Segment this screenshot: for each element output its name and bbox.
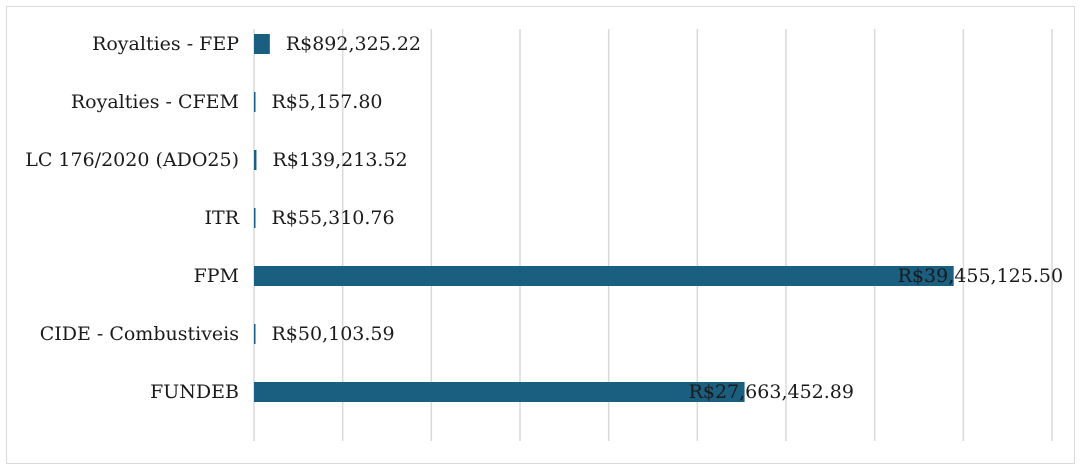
bars — [254, 34, 954, 402]
bar-0 — [254, 34, 270, 54]
category-label-2: LC 176/2020 (ADO25) — [25, 149, 239, 171]
category-labels: Royalties - FEP Royalties - CFEM LC 176/20… — [25, 33, 239, 403]
data-label-1: R$5,157.80 — [272, 91, 383, 113]
category-label-0: Royalties - FEP — [92, 33, 239, 55]
bar-2 — [254, 150, 257, 170]
data-label-3: R$55,310.76 — [272, 207, 395, 229]
data-label-5: R$50,103.59 — [272, 323, 395, 345]
category-label-6: FUNDEB — [150, 381, 239, 403]
bar-6 — [254, 382, 745, 402]
data-label-2: R$139,213.52 — [272, 149, 407, 171]
bar-1 — [254, 92, 256, 112]
data-label-6: R$27,663,452.89 — [689, 381, 854, 403]
bar-chart: Royalties - FEP Royalties - CFEM LC 176/20… — [25, 29, 1064, 441]
data-labels: R$892,325.22 R$5,157.80 R$139,213.52 R$55,3… — [272, 33, 1064, 403]
bar-3 — [254, 208, 256, 228]
category-label-1: Royalties - CFEM — [71, 91, 239, 113]
bar-5 — [254, 324, 256, 344]
data-label-0: R$892,325.22 — [286, 33, 421, 55]
category-label-3: ITR — [205, 207, 240, 229]
data-label-4: R$39,455,125.50 — [898, 265, 1063, 287]
gridlines — [253, 29, 1053, 441]
category-label-4: FPM — [194, 265, 239, 287]
category-label-5: CIDE - Combustiveis — [40, 323, 239, 345]
chart-container: Royalties - FEP Royalties - CFEM LC 176/20… — [6, 6, 1075, 464]
bar-4 — [254, 266, 954, 286]
